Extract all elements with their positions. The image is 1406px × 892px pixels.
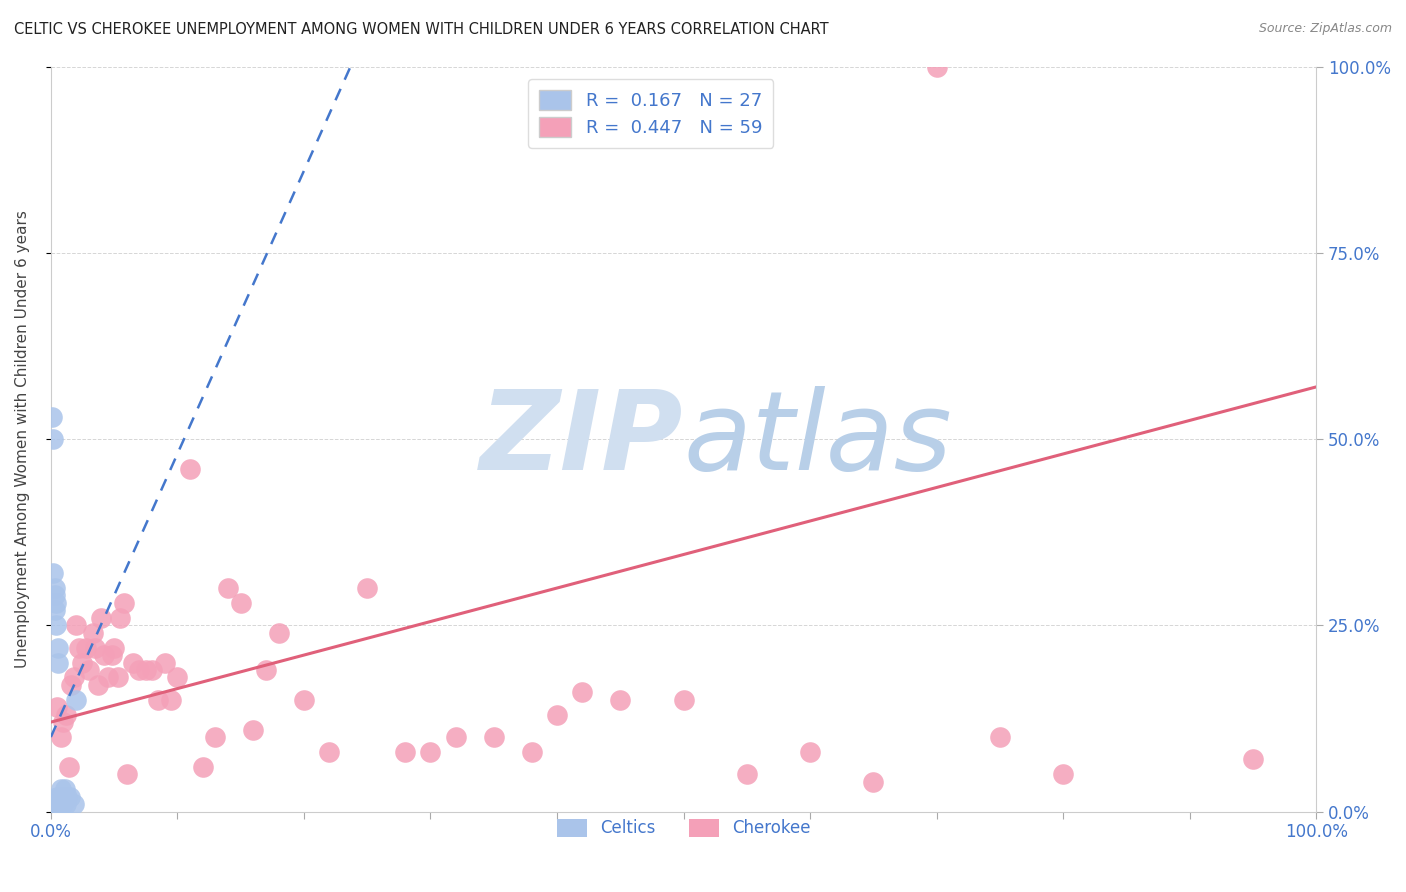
Point xyxy=(103,640,125,655)
Point xyxy=(318,745,340,759)
Point xyxy=(90,611,112,625)
Point xyxy=(153,656,176,670)
Point xyxy=(55,707,77,722)
Point xyxy=(254,663,277,677)
Point xyxy=(82,625,104,640)
Text: Source: ZipAtlas.com: Source: ZipAtlas.com xyxy=(1258,22,1392,36)
Point xyxy=(53,782,76,797)
Point xyxy=(49,782,72,797)
Point xyxy=(141,663,163,677)
Point xyxy=(77,663,100,677)
Point xyxy=(49,730,72,744)
Point xyxy=(609,693,631,707)
Point xyxy=(46,700,69,714)
Text: ZIP: ZIP xyxy=(479,385,683,492)
Point xyxy=(56,789,79,804)
Point xyxy=(65,693,87,707)
Point xyxy=(148,693,170,707)
Point xyxy=(672,693,695,707)
Point xyxy=(44,603,66,617)
Point xyxy=(52,715,75,730)
Point xyxy=(52,789,75,804)
Point xyxy=(166,670,188,684)
Point xyxy=(394,745,416,759)
Point xyxy=(93,648,115,662)
Point xyxy=(45,596,67,610)
Point xyxy=(100,648,122,662)
Point xyxy=(46,797,69,811)
Point xyxy=(42,432,65,446)
Point xyxy=(48,656,70,670)
Point xyxy=(217,581,239,595)
Point xyxy=(179,462,201,476)
Point xyxy=(62,670,84,684)
Point xyxy=(520,745,543,759)
Point xyxy=(48,789,70,804)
Point xyxy=(67,640,90,655)
Point xyxy=(48,640,70,655)
Point xyxy=(204,730,226,744)
Point xyxy=(482,730,505,744)
Point xyxy=(292,693,315,707)
Text: atlas: atlas xyxy=(683,385,952,492)
Point xyxy=(1052,767,1074,781)
Text: CELTIC VS CHEROKEE UNEMPLOYMENT AMONG WOMEN WITH CHILDREN UNDER 6 YEARS CORRELAT: CELTIC VS CHEROKEE UNEMPLOYMENT AMONG WO… xyxy=(14,22,828,37)
Point xyxy=(46,789,69,804)
Point xyxy=(48,797,70,811)
Point xyxy=(51,789,73,804)
Point xyxy=(267,625,290,640)
Point xyxy=(112,596,135,610)
Point xyxy=(1241,752,1264,766)
Point xyxy=(45,618,67,632)
Point xyxy=(356,581,378,595)
Point xyxy=(191,760,214,774)
Point xyxy=(58,760,80,774)
Point xyxy=(44,589,66,603)
Point xyxy=(135,663,157,677)
Point xyxy=(55,797,77,811)
Point xyxy=(75,640,97,655)
Point xyxy=(86,678,108,692)
Point xyxy=(160,693,183,707)
Point xyxy=(862,774,884,789)
Y-axis label: Unemployment Among Women with Children Under 6 years: Unemployment Among Women with Children U… xyxy=(15,211,30,668)
Point xyxy=(988,730,1011,744)
Point xyxy=(110,611,132,625)
Point xyxy=(115,767,138,781)
Point xyxy=(546,707,568,722)
Point xyxy=(229,596,252,610)
Point xyxy=(107,670,129,684)
Point xyxy=(62,797,84,811)
Point xyxy=(41,409,63,424)
Legend: Celtics, Cherokee: Celtics, Cherokee xyxy=(550,812,817,844)
Point xyxy=(571,685,593,699)
Point xyxy=(49,789,72,804)
Point xyxy=(59,789,82,804)
Point xyxy=(97,670,120,684)
Point xyxy=(444,730,467,744)
Point xyxy=(60,678,83,692)
Point xyxy=(46,805,69,819)
Point xyxy=(65,618,87,632)
Point xyxy=(52,797,75,811)
Point xyxy=(84,640,107,655)
Point xyxy=(122,656,145,670)
Point xyxy=(735,767,758,781)
Point xyxy=(925,60,948,74)
Point xyxy=(42,566,65,581)
Point xyxy=(51,797,73,811)
Point xyxy=(799,745,821,759)
Point xyxy=(242,723,264,737)
Point xyxy=(419,745,441,759)
Point xyxy=(44,581,66,595)
Point xyxy=(72,656,94,670)
Point xyxy=(128,663,150,677)
